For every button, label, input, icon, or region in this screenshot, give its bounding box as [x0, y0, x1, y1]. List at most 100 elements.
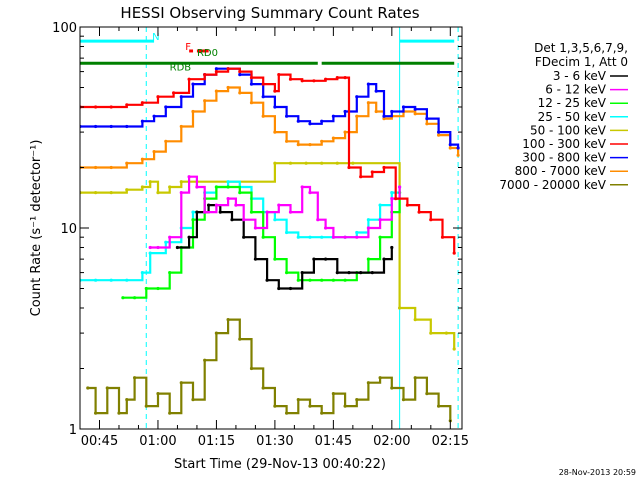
data-point-100-300-kev-19: [312, 79, 316, 83]
data-point-6-12-kev-2: [156, 245, 160, 250]
data-point-100-300-kev-17: [288, 77, 293, 81]
data-point-50-100-kev-3: [109, 191, 113, 195]
data-point-800-7000-kev-24: [366, 101, 370, 105]
data-point-25-50-kev-24: [366, 218, 370, 222]
data-point-800-7000-kev-17: [285, 139, 289, 143]
data-point-800-7000-kev-32: [448, 146, 452, 150]
data-point-100-300-kev-32: [452, 251, 456, 255]
data-point-100-300-kev-30: [429, 218, 433, 222]
data-point-6-12-kev-4: [179, 191, 183, 195]
data-point-12-25-kev-20: [343, 278, 347, 282]
data-point-3-6-kev-7: [242, 235, 246, 239]
flags-layer: N F RDB RD0: [80, 32, 455, 74]
data-point-3-6-kev-16: [347, 271, 351, 275]
flag-label-n-1: N: [152, 32, 159, 43]
data-point-25-50-kev-19: [308, 235, 312, 239]
data-point-800-7000-kev-9: [191, 109, 195, 114]
data-point-25-50-kev-4: [125, 278, 129, 282]
data-point-300-800-kev-4: [125, 124, 129, 129]
legend-label-50-100-kev: 50 - 100 keV: [530, 123, 607, 137]
data-point-300-800-kev-17: [285, 114, 289, 118]
data-point-25-50-kev-25: [378, 203, 382, 207]
data-point-100-300-kev-18: [300, 79, 304, 83]
data-point-50-100-kev-8: [168, 185, 172, 189]
data-point-7000-20000-kev-7: [144, 404, 148, 408]
data-point-7000-20000-kev-15: [238, 337, 242, 341]
series-line-12-25-kev: [122, 185, 401, 299]
data-point-3-6-kev-11: [288, 286, 293, 291]
data-point-6-12-kev-23: [366, 226, 370, 230]
data-point-100-300-kev-7: [172, 91, 176, 95]
data-point-300-800-kev-29: [413, 107, 417, 111]
data-point-7000-20000-kev-13: [214, 331, 218, 335]
data-point-7000-20000-kev-23: [331, 392, 335, 396]
data-point-100-300-kev-9: [203, 73, 207, 77]
data-point-25-50-kev-16: [273, 218, 277, 222]
data-point-300-800-kev-20: [320, 119, 324, 123]
data-point-100-300-kev-16: [277, 73, 281, 77]
data-point-7000-20000-kev-3: [105, 386, 109, 390]
data-point-100-300-kev-5: [140, 101, 144, 105]
data-point-3-6-kev-19: [382, 257, 386, 261]
data-point-25-50-kev-3: [109, 278, 113, 282]
data-point-12-25-kev-12: [249, 210, 254, 214]
y-tick-label: 1: [69, 423, 77, 438]
data-point-6-12-kev-17: [308, 191, 312, 195]
data-point-12-25-kev-23: [378, 235, 382, 239]
data-point-100-300-kev-14: [261, 82, 265, 86]
data-point-6-12-kev-10: [234, 203, 238, 207]
data-point-25-50-kev-2: [94, 278, 98, 282]
data-point-3-6-kev-6: [230, 218, 234, 222]
data-point-6-12-kev-5: [187, 175, 191, 179]
data-point-300-800-kev-8: [179, 95, 183, 99]
data-point-7000-20000-kev-19: [285, 411, 289, 415]
data-point-50-100-kev-15: [351, 161, 355, 165]
data-point-7000-20000-kev-30: [413, 376, 417, 380]
data-point-800-7000-kev-13: [238, 91, 242, 95]
data-point-3-6-kev-20: [390, 245, 394, 250]
data-point-800-7000-kev-29: [413, 112, 417, 116]
data-point-800-7000-kev-25: [374, 109, 378, 114]
data-point-12-25-kev-17: [308, 278, 312, 282]
data-point-50-100-kev-19: [444, 331, 448, 335]
legend-label-800-7000-kev: 800 - 7000 keV: [515, 164, 607, 178]
x-axis-label: Start Time (29-Nov-13 00:40:22): [174, 457, 386, 472]
data-point-50-100-kev-10: [273, 161, 277, 165]
data-point-800-7000-kev-30: [425, 122, 429, 126]
generation-timestamp: 28-Nov-2013 20:59: [559, 468, 636, 477]
data-point-100-300-kev-25: [370, 170, 374, 174]
data-point-7000-20000-kev-31: [425, 392, 429, 396]
data-point-7000-20000-kev-5: [125, 398, 129, 402]
data-point-100-300-kev-12: [238, 70, 242, 74]
data-point-25-50-kev-5: [140, 271, 144, 275]
x-tick-label: 01:15: [198, 434, 235, 449]
data-point-7000-20000-kev-2: [94, 411, 98, 415]
data-point-800-7000-kev-5: [140, 157, 144, 161]
data-point-6-12-kev-8: [214, 203, 218, 207]
data-point-300-800-kev-9: [191, 82, 195, 86]
data-point-7000-20000-kev-22: [320, 411, 324, 415]
data-point-25-50-kev-23: [355, 230, 359, 235]
data-point-800-7000-kev-8: [179, 124, 183, 129]
data-point-6-12-kev-16: [300, 185, 304, 189]
data-point-100-300-kev-23: [347, 165, 351, 170]
data-point-50-100-kev-11: [288, 161, 293, 165]
data-point-6-12-kev-1: [148, 245, 152, 250]
data-point-300-800-kev-6: [152, 114, 156, 118]
y-tick-label: 100: [52, 21, 77, 36]
data-point-100-300-kev-24: [359, 175, 363, 179]
data-point-6-12-kev-21: [343, 235, 347, 239]
data-point-300-800-kev-26: [382, 114, 386, 118]
data-point-7000-20000-kev-25: [355, 398, 359, 402]
data-point-7000-20000-kev-18: [273, 404, 277, 408]
data-point-100-300-kev-26: [382, 165, 386, 170]
data-point-100-300-kev-10: [214, 70, 218, 74]
data-point-800-7000-kev-14: [249, 101, 254, 105]
data-point-50-100-kev-5: [140, 185, 144, 189]
data-point-7000-20000-kev-26: [366, 381, 370, 385]
data-point-300-800-kev-21: [331, 114, 335, 118]
data-point-7000-20000-kev-27: [378, 376, 382, 380]
data-point-800-7000-kev-4: [125, 161, 129, 165]
data-point-7000-20000-kev-10: [179, 381, 183, 385]
